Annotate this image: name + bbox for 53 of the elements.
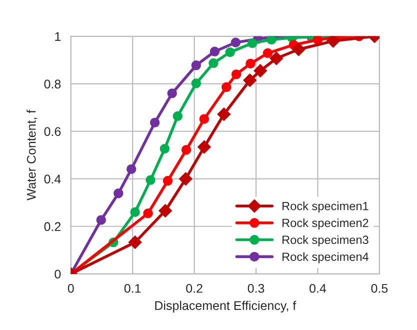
point <box>217 108 231 121</box>
point <box>181 145 192 155</box>
point <box>172 111 183 121</box>
x-tick-label: 0.1 <box>124 284 141 293</box>
x-tick-label: 0.3 <box>248 284 264 293</box>
legend-label: Rock specimen4 <box>282 252 369 264</box>
point <box>198 140 211 154</box>
point <box>130 207 140 217</box>
point <box>210 46 220 56</box>
point <box>225 47 235 58</box>
point <box>246 58 256 68</box>
point <box>179 172 192 186</box>
point <box>162 176 173 186</box>
point <box>143 208 153 218</box>
point <box>114 188 124 198</box>
y-tick-label: 0 <box>54 270 61 279</box>
y-tick-label: 0.6 <box>44 127 61 136</box>
x-tick-label: 0 <box>68 284 74 293</box>
legend-label: Rock specimen3 <box>282 235 368 246</box>
y-tick-label: 0.4 <box>44 174 61 184</box>
x-tick-label: 0.5 <box>371 284 388 293</box>
x-tick-label: 0.4 <box>310 284 326 293</box>
x-axis-title: Displacement Efficiency, f <box>155 300 296 312</box>
point <box>270 52 283 65</box>
point <box>243 74 256 87</box>
point <box>262 48 273 58</box>
point <box>230 38 241 48</box>
point <box>128 236 142 249</box>
point <box>126 164 136 174</box>
point <box>160 144 170 154</box>
point <box>158 204 172 218</box>
point <box>208 58 218 68</box>
point <box>146 175 156 185</box>
point <box>191 78 202 88</box>
point <box>191 60 202 70</box>
point <box>222 82 232 92</box>
point <box>292 42 306 56</box>
legend-label: Rock specimen2 <box>282 218 368 230</box>
legend-label: Rock specimen1 <box>282 202 368 213</box>
point <box>167 88 177 98</box>
point <box>96 215 106 225</box>
y-axis-title: Water Content, f <box>26 110 38 200</box>
point <box>199 114 210 124</box>
x-tick-label: 0.2 <box>186 284 202 293</box>
y-tick-label: 0.2 <box>44 222 61 232</box>
y-tick-label: 1 <box>55 32 61 41</box>
point <box>150 118 160 128</box>
point <box>254 64 267 78</box>
y-tick-label: 0.8 <box>44 80 61 88</box>
point <box>247 38 258 48</box>
point <box>266 36 276 44</box>
point <box>312 36 323 45</box>
point <box>231 69 242 80</box>
